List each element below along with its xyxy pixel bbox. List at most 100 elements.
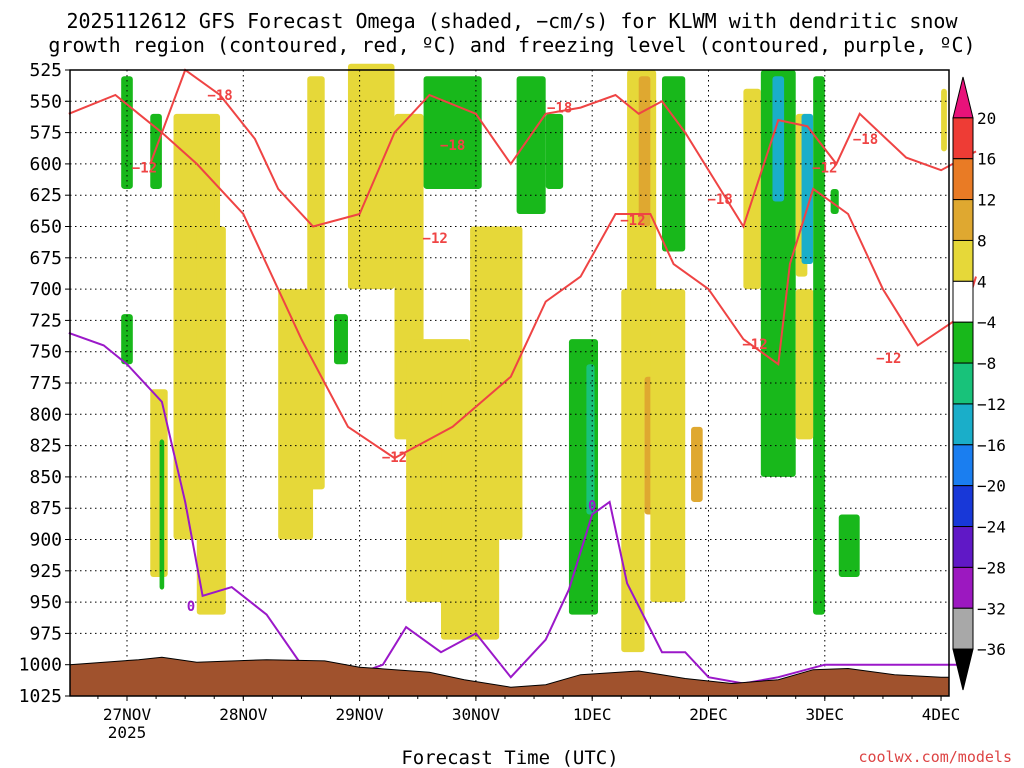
colorbar-label: −32 [977,599,1006,618]
colorbar-swatch [952,76,974,119]
omega-region [586,364,595,515]
x-tick-label: 3DEC [806,705,845,724]
omega-region [159,439,165,590]
colorbar-label: −12 [977,395,1006,414]
colorbar-swatch [952,526,974,568]
colorbar-label: 4 [977,272,987,291]
contour-label: 0 [187,599,195,615]
colorbar-swatch [952,485,974,528]
y-tick-label: 600 [29,154,62,175]
omega-region [830,188,839,214]
colorbar-label: 16 [977,150,996,169]
x-axis-label: Forecast Time (UTC) [401,747,618,768]
colorbar-label: −4 [977,313,996,332]
colorbar-label: −36 [977,640,1006,659]
y-tick-label: 750 [29,342,62,363]
colorbar-swatch [952,158,974,201]
contours: −12 −18 −18 −12 −12 −18 −12 −18 −12 −12 −18 −12 0 0 [68,68,977,685]
omega-region [838,514,860,578]
omega-shading [121,63,947,653]
omega-region [691,426,703,502]
chart-title-line1: 2025112612 GFS Forecast Omega (shaded, −… [66,9,958,33]
colorbar-swatch [952,362,974,405]
y-tick-label: 825 [29,436,62,457]
colorbar-label: 12 [977,191,996,210]
x-tick-label: 2DEC [689,705,728,724]
y-tick-label: 875 [29,498,62,519]
y-tick-label: 550 [29,91,62,112]
colorbar-label: 20 [977,109,996,128]
omega-region [941,88,947,152]
contour-label: −18 [440,138,465,154]
colorbar-swatch [952,280,974,323]
omega-region [121,76,133,189]
x-tick-label: 30NOV [452,705,501,724]
omega-region [423,76,482,189]
omega-region [743,88,761,290]
omega-region [150,113,162,189]
colorbar-label: 8 [977,231,987,250]
omega-region [650,289,686,603]
y-tick-label: 1000 [19,655,62,676]
x-tick-label: 1DEC [573,705,612,724]
contour-label: −12 [876,351,901,367]
colorbar-swatch [952,444,974,487]
omega-region [795,289,814,440]
y-tick-label: 900 [29,530,62,551]
contour-label: −12 [132,161,157,177]
y-tick-label: 725 [29,310,62,331]
colorbar-label: −20 [977,477,1006,496]
colorbar-swatch [952,607,974,650]
x-tick-label: 4DEC [922,705,961,724]
terrain-fill [69,656,950,697]
y-tick-label: 525 [29,60,62,81]
y-tick-label: 625 [29,185,62,206]
omega-region [545,113,564,189]
contour-label: −18 [853,132,878,148]
y-tick-label: 650 [29,217,62,238]
contour-label: −18 [207,88,232,104]
y-tick-label: 950 [29,592,62,613]
contour-minus18 [149,68,977,229]
contour-label: −12 [812,161,837,177]
omega-region [307,76,325,490]
omega-region [121,314,133,365]
plot-area: −12 −18 −18 −12 −12 −18 −12 −18 −12 −12 −18 −12 0 0 [68,63,977,697]
y-tick-label: 975 [29,623,62,644]
colorbar-label: −24 [977,518,1006,537]
omega-region [347,63,395,290]
credit-text: coolwx.com/models [858,748,1012,766]
chart-title-line2: growth region (contoured, red, ºC) and f… [48,33,975,57]
colorbar-swatch [952,117,974,160]
colorbar-swatch [952,566,974,609]
colorbar-label: −16 [977,436,1006,455]
omega-region [638,76,651,227]
y-tick-label: 850 [29,467,62,488]
contour-label: −18 [707,192,732,208]
contour-label: −12 [382,450,407,466]
colorbar-label: −28 [977,558,1006,577]
y-tick-label: 800 [29,404,62,425]
contour-minus12 [68,93,977,460]
omega-region [334,314,348,365]
contour-label: −12 [423,231,448,247]
x-tick-label: 27NOV [103,705,152,724]
omega-region [801,113,814,265]
terrain [69,656,950,697]
omega-region [760,70,796,477]
y-tick-label: 925 [29,561,62,582]
colorbar-swatch [952,321,974,364]
colorbar-swatch [952,403,974,446]
colorbar: 20 16 12 8 4 −4 −8 −12 −16 −20 −24 −28 −32 −36 [952,76,1006,691]
contour-label: −18 [547,101,572,117]
y-tick-label: 775 [29,373,62,394]
colorbar-swatch [952,239,974,282]
omega-region [516,76,546,214]
omega-region [196,226,226,615]
x-tick-sublabel: 2025 [108,723,147,742]
contour-label: 0 [588,499,596,515]
omega-region [772,76,785,202]
colorbar-swatch [952,199,974,241]
